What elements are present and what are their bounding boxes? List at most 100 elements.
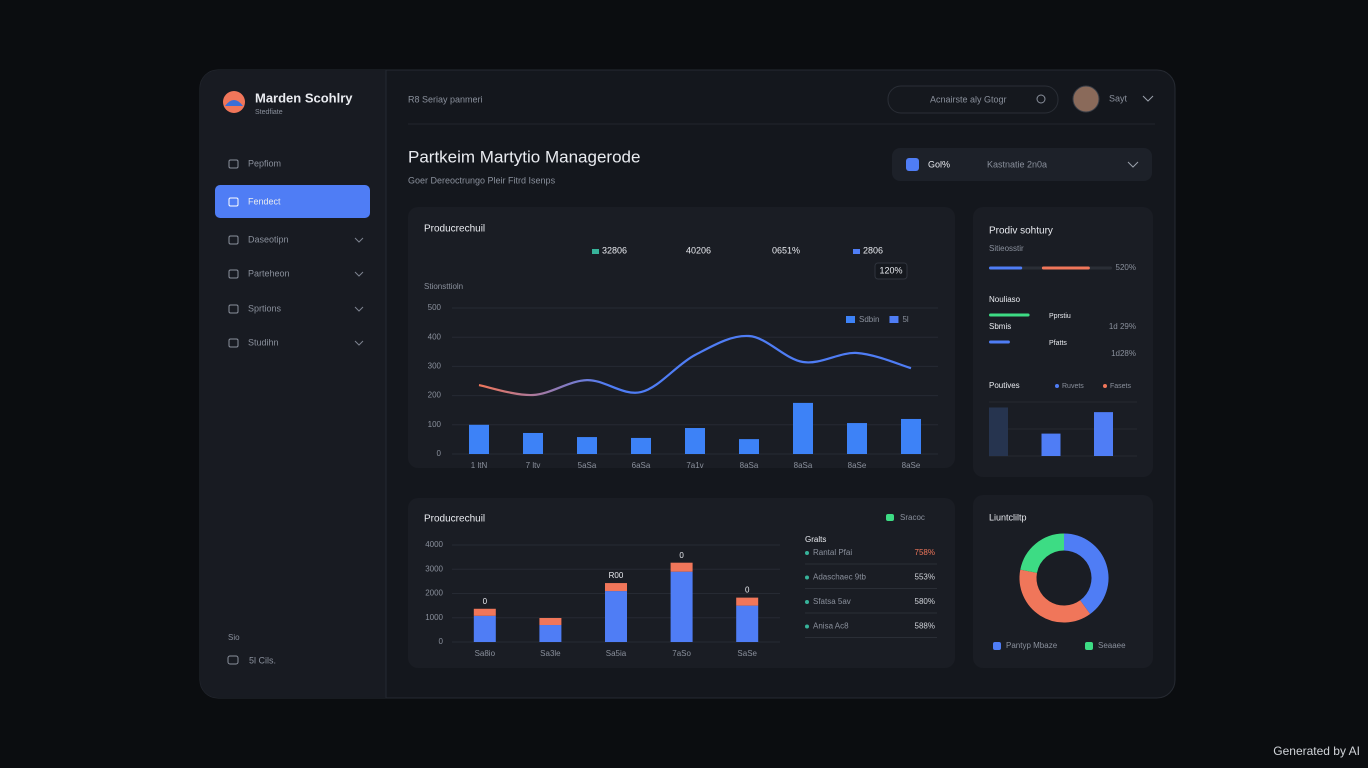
y-tick-label: 1000 (425, 613, 443, 622)
filter-range[interactable]: Kastnatie 2n0a (987, 159, 1047, 169)
bar-label: R00 (609, 571, 624, 580)
row-value: 553% (915, 573, 935, 582)
x-tick-label: 7 ltv (526, 461, 541, 470)
row-value: 580% (915, 597, 935, 606)
user-menu[interactable] (1142, 95, 1154, 102)
mini-bar (1041, 433, 1061, 456)
row-dot (805, 551, 809, 555)
card (973, 207, 1153, 477)
nav-icon[interactable] (228, 338, 239, 348)
bar (739, 439, 759, 454)
legend-dot (1103, 384, 1107, 388)
row-label: Sbmis (989, 322, 1011, 331)
x-tick-label: 7aSo (672, 649, 691, 658)
filter-chevron[interactable] (1127, 161, 1139, 168)
filter-icon[interactable] (906, 158, 919, 171)
stat: 0651% (772, 245, 800, 255)
search-placeholder[interactable]: Acnairste aly Gtogr (930, 94, 1007, 104)
breadcrumb: R8 Seriay panmeri (408, 94, 483, 104)
x-tick-label: SaSe (737, 649, 757, 658)
nav-item[interactable]: Sprtions (248, 303, 282, 313)
row-value: 520% (1116, 263, 1136, 272)
nav-icon[interactable] (228, 269, 239, 279)
donut-slice (1063, 533, 1109, 614)
stat-swatch (592, 249, 599, 254)
stat-swatch (853, 249, 860, 254)
legend-swatch (886, 514, 894, 521)
y-tick-label: 500 (428, 303, 442, 312)
nav-icon[interactable] (228, 235, 239, 245)
footer-icon[interactable] (227, 655, 239, 665)
legend-dot (1055, 384, 1059, 388)
legend-swatch (993, 642, 1001, 650)
card-title: Prodiv sohtury (989, 226, 1053, 237)
y-tick-label: 400 (428, 332, 442, 341)
mini-title: Poutives (989, 381, 1020, 390)
x-tick-label: 6aSa (632, 461, 651, 470)
bar (631, 437, 651, 454)
bar (577, 437, 597, 454)
row-note: Pprstiu (1049, 313, 1071, 320)
chart-title: Producrechuil (424, 514, 485, 525)
bar (847, 423, 867, 454)
bar (469, 424, 489, 454)
bar-segment (605, 591, 627, 642)
badge-text: 120% (879, 265, 902, 275)
footer-item[interactable]: 5l Cils. (249, 655, 276, 665)
bar-segment (473, 608, 496, 616)
x-tick-label: 8aSa (740, 461, 759, 470)
card-caption: Sitieosstir (989, 244, 1024, 253)
mini-bar (989, 407, 1008, 456)
avatar[interactable] (1072, 85, 1100, 113)
chart-title: Producrechuil (424, 224, 485, 235)
row-name: Sfatsa 5av (813, 597, 851, 606)
nav-icon[interactable] (228, 197, 239, 207)
bar-segment (539, 617, 562, 626)
brand-tagline: Stedfiate (255, 109, 283, 116)
legend-swatch (846, 316, 855, 323)
nav-item[interactable]: Studihn (248, 337, 279, 347)
nav-icon[interactable] (228, 304, 239, 314)
stat: 32806 (602, 245, 627, 255)
bar-label: 0 (679, 551, 684, 560)
legend-label: Fasets (1110, 383, 1132, 390)
nav-item[interactable]: Fendect (248, 196, 281, 206)
nav-chevron[interactable] (354, 306, 364, 312)
nav-chevron[interactable] (354, 340, 364, 346)
nav-chevron[interactable] (354, 271, 364, 277)
filter-bar[interactable] (892, 148, 1152, 181)
search-box[interactable] (887, 85, 1059, 114)
x-tick-label: 1 ltN (471, 461, 488, 470)
nav-active[interactable] (215, 185, 370, 218)
sidebar (200, 70, 386, 698)
filter-tag[interactable]: Gol% (928, 159, 950, 169)
y-tick-label: 4000 (425, 540, 443, 549)
user-name[interactable]: Sayt (1109, 93, 1128, 103)
progress (989, 266, 1023, 270)
nav-item[interactable]: Daseotipn (248, 234, 289, 244)
search-icon[interactable] (1036, 94, 1046, 104)
nav-item[interactable]: Pepfiom (248, 158, 281, 168)
nav-item[interactable]: Parteheon (248, 268, 290, 278)
nav-chevron[interactable] (354, 237, 364, 243)
y-axis-label: Stionsttioln (424, 282, 463, 291)
badge (874, 262, 908, 280)
x-tick-label: 8aSa (794, 461, 813, 470)
stat: 40206 (686, 245, 711, 255)
table-header: Gralts (805, 535, 826, 544)
bar-segment (670, 562, 693, 572)
nav-icon[interactable] (228, 159, 239, 169)
sidebar-caption: Sio (228, 633, 240, 642)
x-tick-label: 8aSe (848, 461, 867, 470)
page-title: Partkeim Martytio Managerode (408, 147, 640, 166)
y-tick-label: 100 (428, 420, 442, 429)
donut-slice (1019, 569, 1091, 623)
row-name: Rantal Pfai (813, 548, 852, 557)
mini-bar (1094, 412, 1113, 456)
legend-label: Sracoc (900, 513, 925, 522)
row-name: Anisa Ac8 (813, 622, 849, 631)
row-value: 1d 29% (1109, 322, 1136, 331)
bar-segment (605, 583, 627, 592)
legend-label: Sdbin (859, 315, 879, 324)
